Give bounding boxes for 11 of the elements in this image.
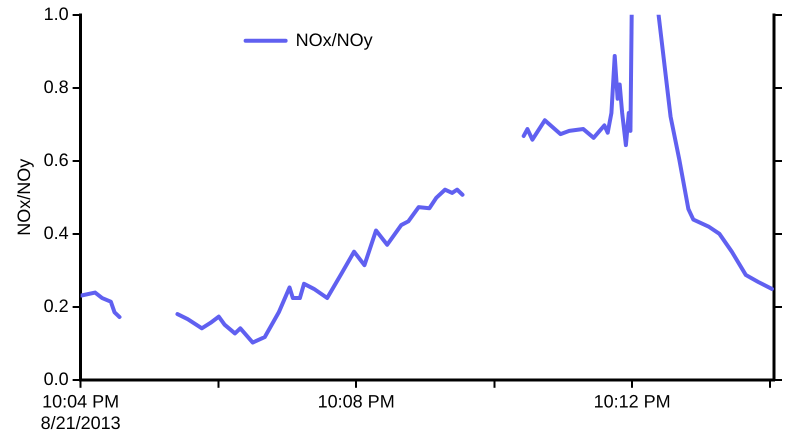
x-tick-label: 10:12 PM [594, 392, 671, 412]
legend-label: NOx/NOy [296, 30, 373, 50]
y-tick-label: 1.0 [44, 4, 69, 24]
x-tick-label: 10:08 PM [318, 392, 395, 412]
x-tick-label: 10:04 PM 8/21/2013 [40, 392, 121, 434]
y-tick-label: 0.4 [44, 222, 69, 243]
y-axis-title: NOx/NOy [14, 158, 34, 236]
y-tick-label: 0.8 [44, 76, 69, 97]
y-tick-label: 0.2 [44, 296, 69, 316]
y-tick-label: 0.0 [44, 368, 69, 389]
y-tick-label: 0.6 [44, 150, 69, 170]
